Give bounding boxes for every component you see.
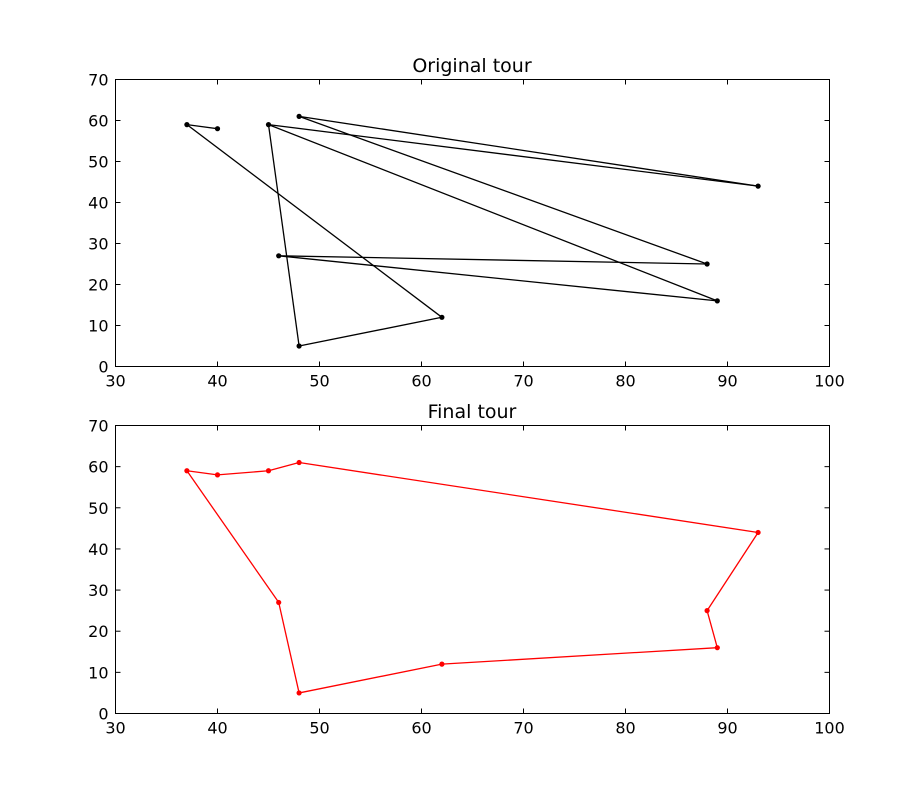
x-tick-label: 70: [513, 372, 533, 391]
x-tick-label: 100: [814, 372, 845, 391]
tour-segment: [706, 532, 759, 611]
tour-segment: [706, 610, 718, 648]
tour-segment: [299, 461, 759, 534]
plot-final-tour: Final tour 30 40 50 60 70 80 90 100 0 10 20 30 40 50…: [88, 401, 845, 738]
city-point: [704, 608, 710, 614]
tour-segment: [278, 255, 718, 302]
city-point: [184, 468, 190, 474]
y-tick-label: 40: [88, 540, 108, 559]
x-tick-label: 70: [513, 719, 533, 738]
x-tick-label: 80: [615, 372, 635, 391]
city-point: [296, 459, 302, 466]
x-tick-label: 40: [207, 372, 227, 391]
x-tick-label: 60: [411, 719, 431, 738]
y-tick-label: 20: [88, 622, 108, 641]
tour-segment: [278, 255, 708, 265]
chart-title: Original tour: [412, 55, 532, 77]
city-point: [296, 690, 302, 696]
y-axis: 0 10 20 30 40 50 60 70: [88, 417, 830, 724]
tour-segment: [268, 123, 759, 187]
x-tick-label: 100: [814, 719, 845, 738]
y-tick-label: 60: [88, 112, 108, 131]
tour-points: [184, 113, 761, 349]
chart-title: Final tour: [428, 401, 517, 423]
city-point: [276, 599, 282, 606]
city-point: [296, 113, 302, 119]
city-point: [296, 343, 302, 349]
tour-segment: [186, 470, 218, 476]
y-tick-label: 40: [88, 194, 108, 213]
x-tick-label: 30: [105, 372, 125, 391]
tour-segment: [441, 647, 718, 665]
y-tick-label: 30: [88, 581, 108, 600]
city-point: [214, 472, 221, 478]
plot-frame: [115, 425, 830, 714]
x-tick-label: 90: [717, 719, 737, 738]
y-tick-label: 10: [88, 317, 108, 336]
tour-segment: [298, 663, 443, 694]
y-tick-label: 20: [88, 276, 108, 295]
y-tick-label: 30: [88, 235, 108, 254]
x-tick-label: 50: [309, 719, 329, 738]
x-tick-label: 60: [411, 372, 431, 391]
y-tick-label: 60: [88, 458, 108, 477]
city-point: [755, 529, 761, 536]
x-axis: 30 40 50 60 70 80 90 100: [105, 79, 845, 391]
city-point: [439, 661, 445, 667]
city-point: [265, 122, 272, 128]
tour-segment: [186, 470, 280, 603]
city-point: [714, 645, 720, 651]
tour-lines: [186, 461, 759, 694]
city-point: [704, 261, 710, 267]
x-tick-label: 80: [615, 719, 635, 738]
city-point: [265, 468, 272, 474]
tour-segment: [217, 470, 269, 476]
x-tick-label: 40: [207, 719, 227, 738]
tour-segment: [267, 124, 300, 347]
city-point: [439, 314, 445, 320]
y-tick-label: 70: [88, 71, 108, 90]
tour-segment: [268, 123, 718, 302]
y-tick-label: 50: [88, 499, 108, 518]
tour-segment: [278, 602, 300, 694]
tour-segment: [186, 124, 443, 318]
y-tick-label: 10: [88, 663, 108, 682]
tour-segment: [298, 115, 708, 265]
y-axis: 0 10 20 30 40 50 60 70: [88, 71, 830, 377]
tour-lines: [186, 115, 759, 347]
tour-segment: [299, 115, 759, 187]
tour-segment: [268, 461, 300, 472]
y-tick-label: 50: [88, 153, 108, 172]
tour-segment: [298, 316, 443, 347]
city-point: [714, 298, 720, 304]
city-point: [214, 126, 221, 132]
y-tick-label: 70: [88, 417, 108, 436]
tour-points: [184, 459, 761, 696]
tour-segment: [186, 123, 218, 130]
x-tick-label: 50: [309, 372, 329, 391]
x-tick-label: 30: [105, 719, 125, 738]
y-tick-label: 0: [98, 358, 108, 377]
plot-original-tour: Original tour 30 40 50 60 70 80 90 100 0 10 20 30 4…: [88, 55, 845, 391]
city-point: [276, 253, 282, 259]
x-tick-label: 90: [717, 372, 737, 391]
plot-frame: [115, 79, 830, 367]
city-point: [755, 183, 761, 189]
x-axis: 30 40 50 60 70 80 90 100: [105, 425, 845, 738]
city-point: [184, 122, 190, 128]
y-tick-label: 0: [98, 705, 108, 724]
